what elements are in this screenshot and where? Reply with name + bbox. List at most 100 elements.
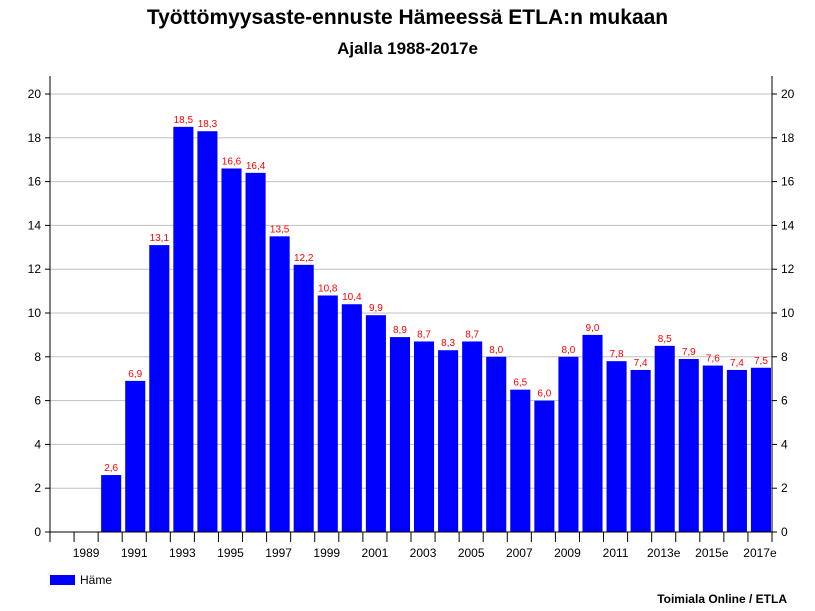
- bar: [149, 245, 170, 533]
- bar: [678, 358, 699, 532]
- x-tick-label: 2015e: [695, 546, 729, 560]
- bar-value-label: 7,4: [730, 358, 744, 369]
- y-tick-label-right: 18: [781, 131, 795, 145]
- y-tick-label-right: 14: [781, 218, 795, 232]
- bar-value-label: 18,3: [198, 119, 218, 130]
- legend-label: Häme: [80, 573, 113, 587]
- bar-value-label: 8,0: [561, 345, 575, 356]
- legend: Häme: [50, 573, 112, 587]
- bar: [101, 475, 122, 532]
- y-tick-label-right: 0: [781, 525, 788, 539]
- bar-value-label: 16,4: [246, 161, 266, 172]
- x-tick-label: 2013e: [647, 546, 681, 560]
- y-tick-label-right: 6: [781, 394, 788, 408]
- bar-value-label: 8,7: [465, 329, 479, 340]
- source-credit: Toimiala Online / ETLA: [657, 592, 787, 606]
- y-tick-label-right: 16: [781, 175, 795, 189]
- y-tick-label-left: 10: [28, 306, 42, 320]
- bar: [293, 264, 314, 532]
- bar: [245, 172, 266, 532]
- y-tick-label-right: 2: [781, 481, 788, 495]
- bar-value-label: 7,4: [634, 358, 648, 369]
- bar: [221, 168, 242, 532]
- x-tick-label: 2003: [410, 546, 437, 560]
- x-tick-label: 2011: [603, 546, 629, 560]
- bar-value-label: 6,5: [513, 378, 527, 389]
- x-tick-label: 2007: [506, 546, 533, 560]
- y-tick-label-right: 10: [781, 306, 795, 320]
- x-tick-label: 1997: [265, 546, 292, 560]
- x-tick-label: 1991: [121, 546, 148, 560]
- bar-value-label: 9,9: [369, 303, 383, 314]
- bar-value-label: 8,5: [658, 334, 672, 345]
- y-tick-label-left: 20: [28, 87, 42, 101]
- bar-value-label: 16,6: [222, 156, 242, 167]
- bar: [558, 356, 579, 532]
- y-tick-label-right: 12: [781, 262, 795, 276]
- bar: [582, 334, 603, 532]
- bar: [726, 369, 747, 532]
- y-tick-label-right: 20: [781, 87, 795, 101]
- x-tick-label: 2017e: [743, 546, 777, 560]
- bar: [630, 369, 651, 532]
- bar-value-label: 10,4: [342, 292, 362, 303]
- chart-title: Työttömyysaste-ennuste Hämeessä ETLA:n m…: [146, 6, 669, 29]
- y-tick-label-left: 18: [28, 131, 42, 145]
- bar-value-label: 10,8: [318, 283, 338, 294]
- bar: [414, 341, 435, 532]
- x-tick-label: 2001: [362, 546, 389, 560]
- bar: [654, 345, 675, 532]
- x-tick-label: 2009: [554, 546, 581, 560]
- bar: [534, 400, 555, 532]
- bar-value-label: 8,0: [489, 345, 503, 356]
- bar-value-label: 7,6: [706, 354, 720, 365]
- bar: [438, 350, 459, 532]
- bar-value-label: 7,5: [754, 356, 768, 367]
- bar: [125, 380, 146, 532]
- y-tick-label-left: 14: [28, 218, 42, 232]
- bar-value-label: 12,2: [294, 253, 314, 264]
- x-tick-label: 1995: [217, 546, 244, 560]
- legend-swatch: [50, 575, 75, 585]
- bar: [606, 361, 627, 532]
- bar-value-label: 9,0: [586, 323, 600, 334]
- bar: [462, 341, 483, 532]
- bar: [173, 126, 194, 532]
- bar: [269, 236, 290, 532]
- y-tick-label-left: 6: [34, 394, 41, 408]
- bar: [389, 337, 410, 532]
- x-tick-label: 1993: [169, 546, 196, 560]
- bar-value-label: 6,0: [537, 389, 551, 400]
- bar-value-label: 18,5: [174, 115, 194, 126]
- bar: [317, 295, 338, 532]
- y-tick-label-left: 0: [34, 525, 41, 539]
- x-tick-label: 1989: [73, 546, 100, 560]
- x-tick-label: 2005: [458, 546, 485, 560]
- bar: [197, 131, 218, 533]
- y-tick-label-left: 8: [34, 350, 41, 364]
- bar: [750, 367, 771, 532]
- y-tick-label-right: 4: [781, 437, 788, 451]
- y-tick-label-right: 8: [781, 350, 788, 364]
- bar: [702, 365, 723, 532]
- chart-subtitle: Ajalla 1988-2017e: [337, 39, 478, 58]
- y-tick-label-left: 12: [28, 262, 42, 276]
- bar: [510, 389, 531, 532]
- bar-value-label: 8,3: [441, 338, 455, 349]
- bar-value-label: 2,6: [104, 463, 118, 474]
- bar-value-label: 7,9: [682, 347, 696, 358]
- bar: [365, 315, 386, 532]
- y-tick-label-left: 2: [34, 481, 41, 495]
- bar-value-label: 7,8: [610, 349, 624, 360]
- x-tick-label: 1999: [313, 546, 340, 560]
- y-tick-label-left: 16: [28, 175, 42, 189]
- bar-value-label: 13,5: [270, 224, 290, 235]
- bar-value-label: 8,9: [393, 325, 407, 336]
- bar-value-label: 8,7: [417, 329, 431, 340]
- bar-value-label: 13,1: [150, 233, 170, 244]
- bar-value-label: 6,9: [128, 369, 142, 380]
- y-tick-label-left: 4: [34, 437, 41, 451]
- bar: [341, 304, 362, 532]
- bar: [486, 356, 507, 532]
